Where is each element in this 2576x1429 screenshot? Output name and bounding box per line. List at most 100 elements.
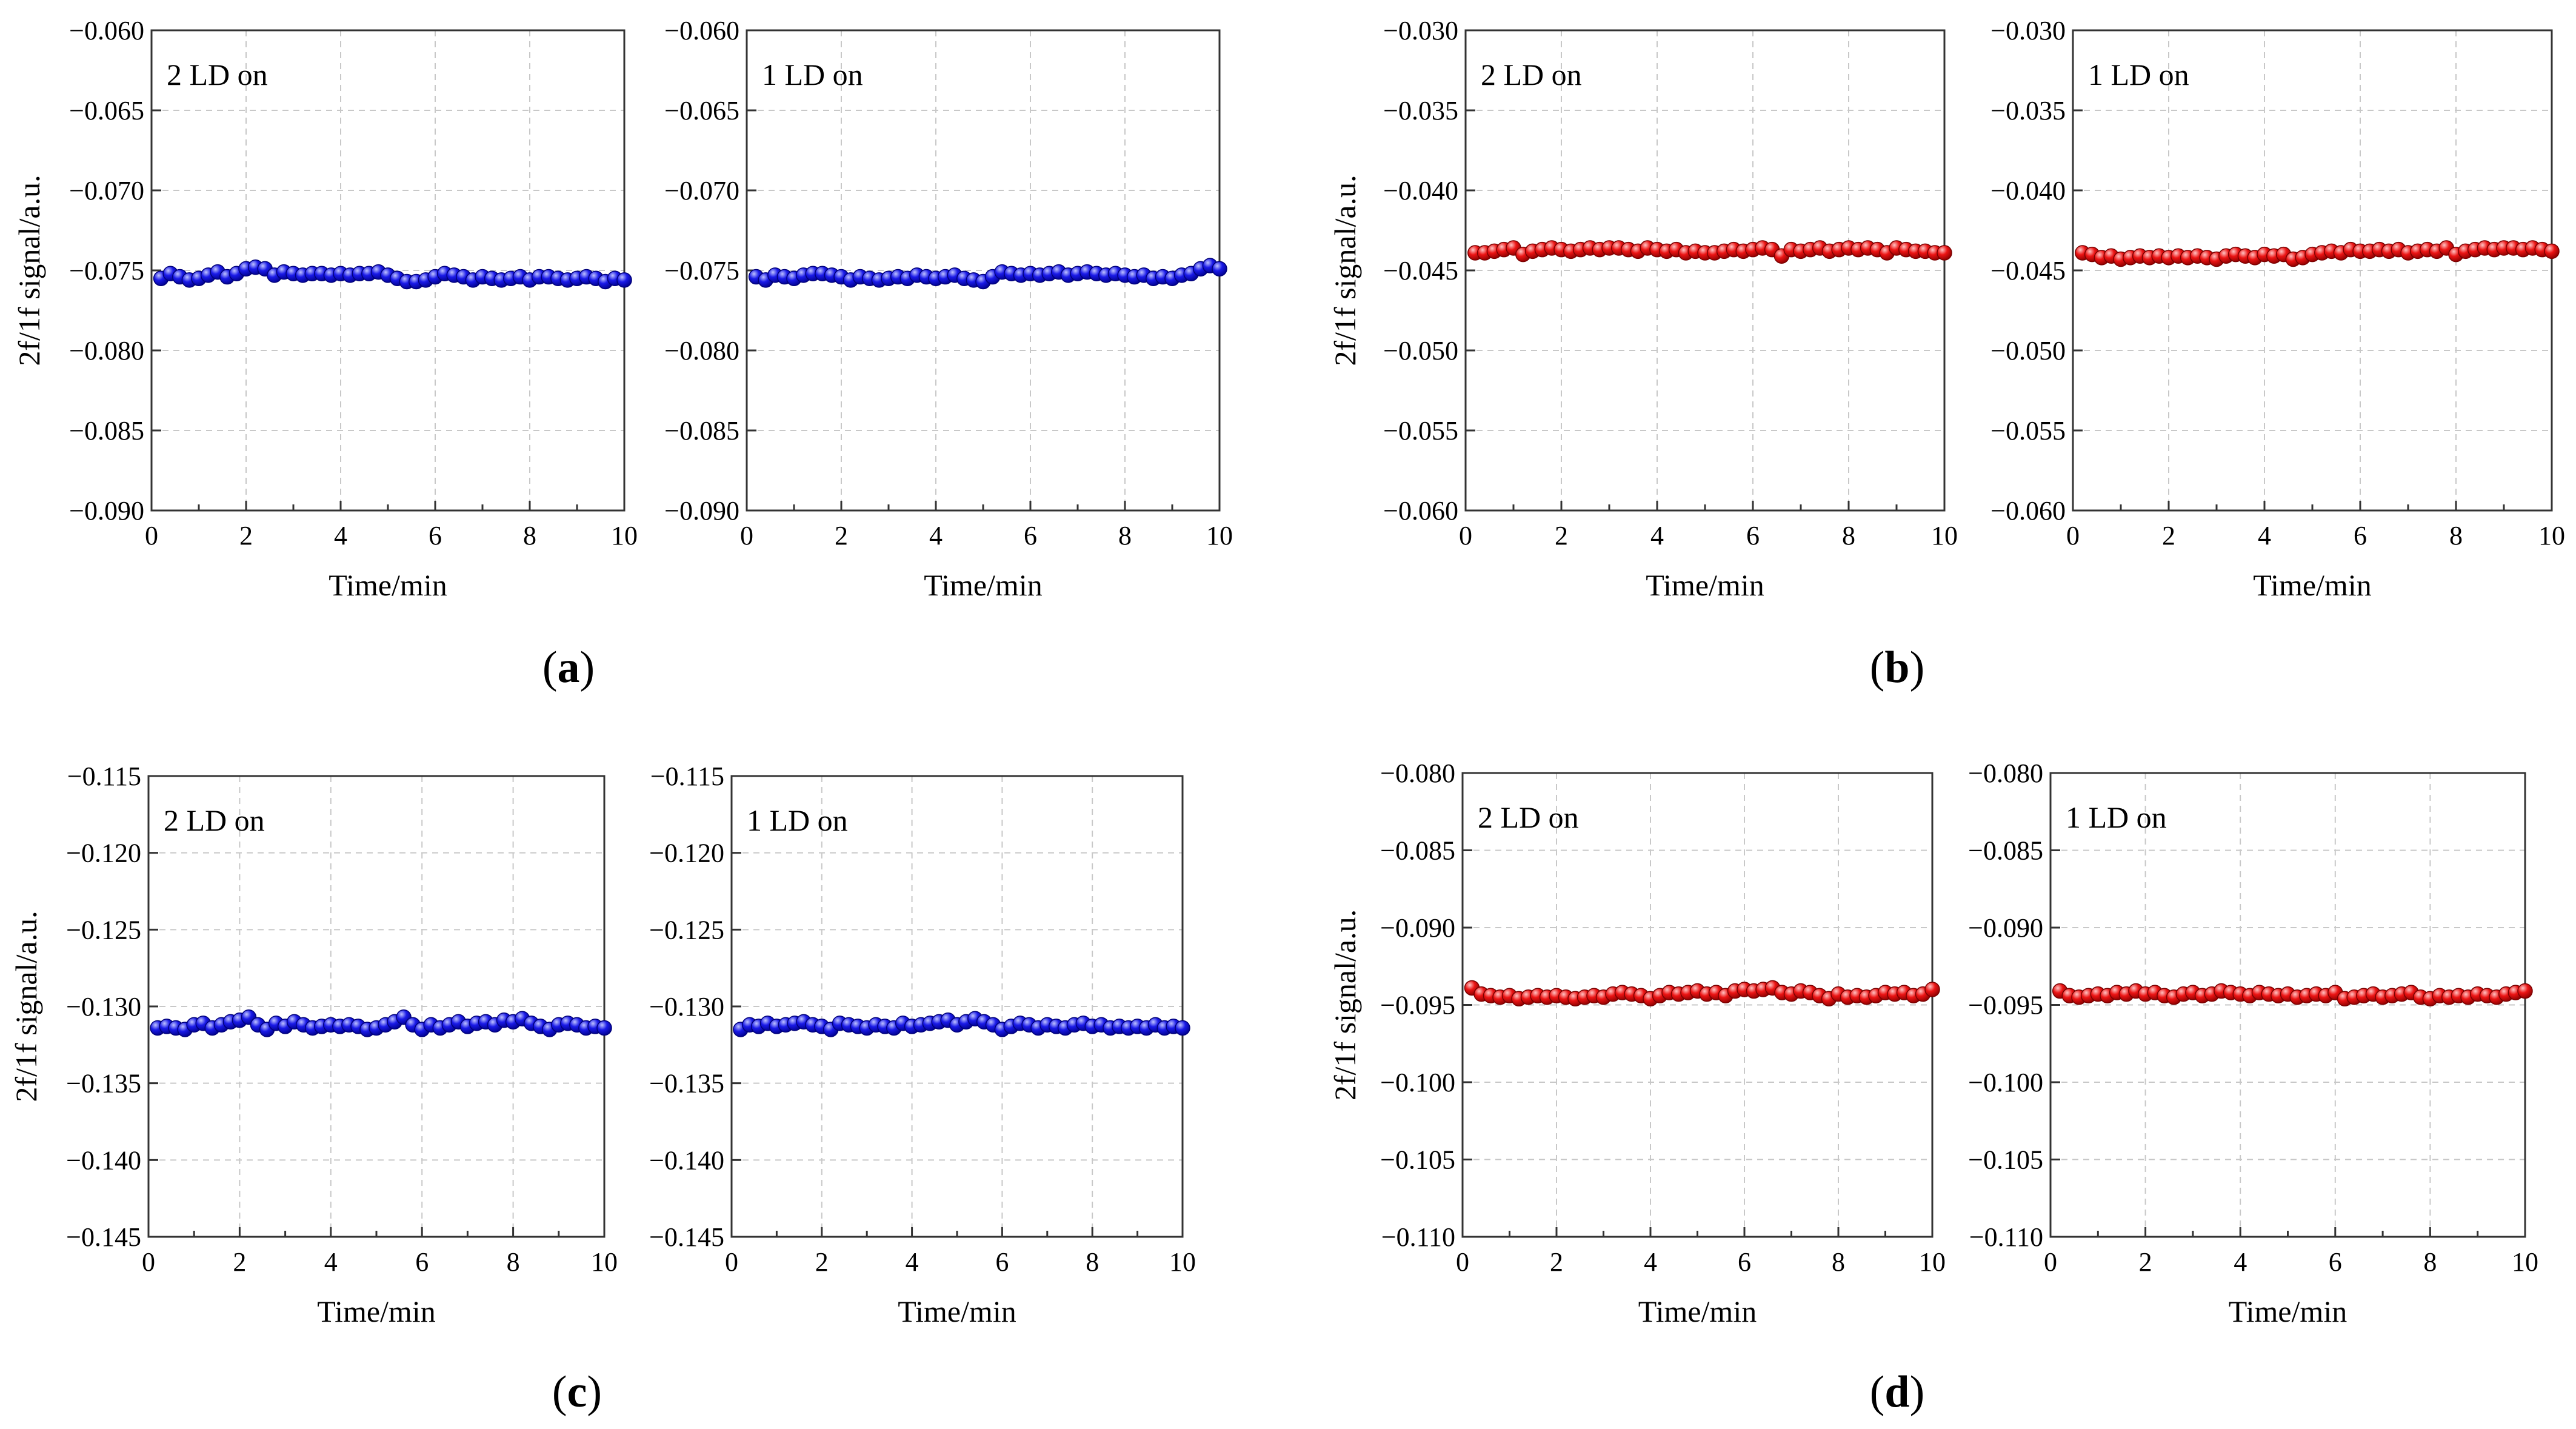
y-tick-label: −0.085 bbox=[69, 416, 144, 446]
y-tick-label: −0.105 bbox=[1968, 1145, 2043, 1175]
x-axis-label: Time/min bbox=[1638, 1294, 1757, 1328]
x-tick-label: 0 bbox=[145, 521, 158, 551]
y-tick-label: −0.120 bbox=[649, 838, 724, 868]
panel-d: 0 2 4 6 8 10 −0.080 −0.085 −0.090 −0.095 −0.100 −0.… bbox=[1328, 758, 2538, 1417]
x-tick-label: 0 bbox=[1456, 1247, 1469, 1277]
y-tick-label: −0.110 bbox=[1969, 1222, 2043, 1252]
subplot-a-2: 0 2 4 6 8 10 −0.060 −0.065 −0.070 −0.075 −0.080 −0.… bbox=[664, 16, 1233, 602]
data-point bbox=[1937, 245, 1952, 261]
x-tick-label: 6 bbox=[2329, 1247, 2342, 1277]
x-tick-label: 6 bbox=[415, 1247, 429, 1277]
y-tick-label: −0.135 bbox=[66, 1069, 141, 1099]
x-tick-label: 10 bbox=[1931, 521, 1958, 551]
x-tick-label: 10 bbox=[2538, 521, 2565, 551]
y-tick-label: −0.080 bbox=[1968, 758, 2043, 788]
x-axis-label: Time/min bbox=[924, 568, 1042, 602]
panel-a: 0 2 4 6 8 10 −0.060 −0.065 −0.070 −0.075 −0.080 −0.… bbox=[12, 16, 1233, 692]
subplot-d-2: 0 2 4 6 8 10 −0.080 −0.085 −0.090 −0.095 −0.100 −0.… bbox=[1968, 758, 2538, 1328]
subplot-c-2: 0 2 4 6 8 10 −0.115 −0.120 −0.125 −0.130 −0.135 −0.… bbox=[649, 761, 1196, 1328]
x-tick-label: 8 bbox=[1118, 521, 1132, 551]
y-axis-label: 2f/1f signal/a.u. bbox=[9, 911, 43, 1102]
x-tick-label: 0 bbox=[2044, 1247, 2057, 1277]
x-tick-label: 2 bbox=[1555, 521, 1568, 551]
x-tick-label: 4 bbox=[324, 1247, 338, 1277]
x-axis-label: Time/min bbox=[2253, 568, 2371, 602]
y-tick-label: −0.060 bbox=[69, 16, 144, 45]
y-tick-label: −0.090 bbox=[69, 496, 144, 526]
y-tick-label: −0.090 bbox=[664, 496, 739, 526]
subplot-b-2: 0 2 4 6 8 10 −0.030 −0.035 −0.040 −0.045 −0.050 −0.… bbox=[1990, 16, 2565, 602]
y-tick-label: −0.145 bbox=[649, 1222, 724, 1252]
y-axis-label: 2f/1f signal/a.u. bbox=[1328, 909, 1362, 1100]
y-tick-label: −0.115 bbox=[67, 761, 141, 791]
y-tick-label: −0.125 bbox=[66, 915, 141, 945]
panel-b: 0 2 4 6 8 10 −0.030 −0.035 −0.040 −0.045 −0.050 −0.… bbox=[1328, 16, 2565, 692]
panel-c: 0 2 4 6 8 10 −0.115 −0.120 −0.125 −0.130 −0.135 −0.… bbox=[9, 761, 1196, 1417]
y-tick-label: −0.050 bbox=[1383, 336, 1458, 366]
x-tick-label: 8 bbox=[507, 1247, 520, 1277]
y-tick-label: −0.065 bbox=[664, 96, 739, 125]
y-tick-label: −0.140 bbox=[649, 1145, 724, 1175]
y-tick-label: −0.060 bbox=[1383, 496, 1458, 526]
y-tick-label: −0.030 bbox=[1383, 16, 1458, 45]
data-point bbox=[596, 1020, 612, 1036]
y-tick-label: −0.070 bbox=[664, 176, 739, 206]
x-tick-label: 4 bbox=[2258, 521, 2271, 551]
x-tick-label: 2 bbox=[233, 1247, 246, 1277]
x-tick-label: 6 bbox=[995, 1247, 1009, 1277]
y-tick-label: −0.060 bbox=[664, 16, 739, 45]
x-tick-label: 8 bbox=[2423, 1247, 2437, 1277]
x-tick-label: 8 bbox=[1086, 1247, 1099, 1277]
x-tick-label: 2 bbox=[239, 521, 253, 551]
panel-caption: (c) bbox=[552, 1367, 602, 1417]
x-tick-label: 2 bbox=[815, 1247, 829, 1277]
y-tick-label: −0.070 bbox=[69, 176, 144, 206]
x-tick-label: 0 bbox=[725, 1247, 738, 1277]
series-label: 1 LD on bbox=[2066, 800, 2167, 834]
x-tick-label: 6 bbox=[1738, 1247, 1751, 1277]
y-axis-label: 2f/1f signal/a.u. bbox=[1328, 175, 1362, 366]
y-tick-label: −0.045 bbox=[1383, 256, 1458, 286]
x-tick-label: 2 bbox=[2162, 521, 2175, 551]
x-tick-label: 8 bbox=[2449, 521, 2463, 551]
y-tick-label: −0.125 bbox=[649, 915, 724, 945]
data-point bbox=[2517, 983, 2533, 999]
x-tick-label: 6 bbox=[1024, 521, 1037, 551]
y-tick-label: −0.035 bbox=[1383, 96, 1458, 125]
y-tick-label: −0.050 bbox=[1990, 336, 2066, 366]
x-tick-label: 6 bbox=[429, 521, 442, 551]
y-tick-label: −0.130 bbox=[66, 992, 141, 1022]
x-tick-label: 4 bbox=[2234, 1247, 2247, 1277]
x-tick-label: 8 bbox=[1832, 1247, 1845, 1277]
x-tick-label: 2 bbox=[1550, 1247, 1563, 1277]
y-axis-label: 2f/1f signal/a.u. bbox=[12, 175, 46, 366]
x-tick-label: 0 bbox=[2066, 521, 2080, 551]
x-tick-label: 0 bbox=[1459, 521, 1472, 551]
y-tick-label: −0.105 bbox=[1380, 1145, 1455, 1175]
y-tick-label: −0.120 bbox=[66, 838, 141, 868]
x-tick-label: 4 bbox=[1644, 1247, 1657, 1277]
x-tick-label: 10 bbox=[1919, 1247, 1946, 1277]
x-tick-label: 10 bbox=[2512, 1247, 2538, 1277]
subplot-b-1: 0 2 4 6 8 10 −0.030 −0.035 −0.040 −0.045 −0.050 −0.… bbox=[1328, 16, 1958, 602]
y-tick-label: −0.090 bbox=[1380, 913, 1455, 943]
y-tick-label: −0.095 bbox=[1968, 991, 2043, 1020]
series-label: 1 LD on bbox=[2088, 58, 2189, 92]
y-tick-label: −0.055 bbox=[1990, 416, 2066, 446]
x-tick-label: 4 bbox=[1650, 521, 1664, 551]
data-point bbox=[1924, 982, 1940, 997]
y-tick-label: −0.135 bbox=[649, 1069, 724, 1099]
y-tick-label: −0.130 bbox=[649, 992, 724, 1022]
y-tick-label: −0.065 bbox=[69, 96, 144, 125]
subplot-d-1: 0 2 4 6 8 10 −0.080 −0.085 −0.090 −0.095 −0.100 −0.… bbox=[1328, 758, 1946, 1328]
data-point bbox=[2544, 243, 2560, 259]
y-tick-label: −0.090 bbox=[1968, 913, 2043, 943]
y-tick-label: −0.080 bbox=[1380, 758, 1455, 788]
y-tick-label: −0.110 bbox=[1381, 1222, 1455, 1252]
y-tick-label: −0.040 bbox=[1383, 176, 1458, 206]
x-tick-label: 10 bbox=[1206, 521, 1233, 551]
x-tick-label: 10 bbox=[591, 1247, 618, 1277]
series-label: 2 LD on bbox=[167, 58, 268, 92]
y-tick-label: −0.085 bbox=[1968, 836, 2043, 866]
